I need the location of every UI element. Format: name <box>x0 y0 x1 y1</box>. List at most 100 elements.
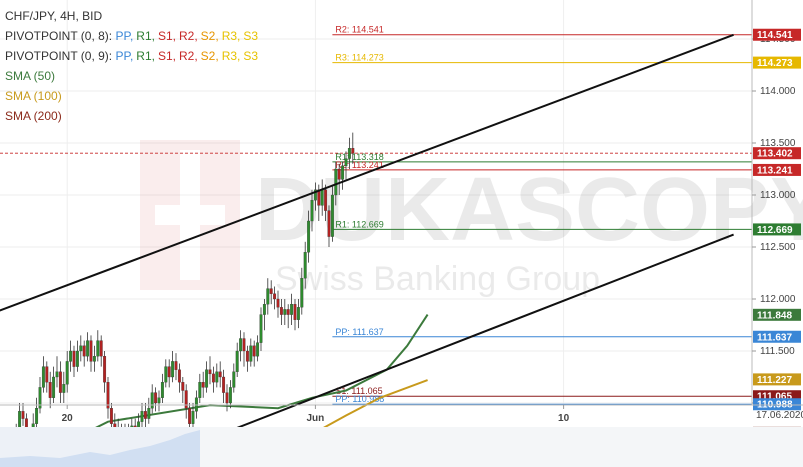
candle <box>62 371 66 403</box>
candle <box>35 397 39 429</box>
candle <box>228 380 232 409</box>
legend-pivot-9: PIVOTPOINT (0, 9): PP, R1, S1, R2, S2, R3, S3 <box>5 46 261 66</box>
level-label-r1b: R1: 113.318 <box>335 152 383 162</box>
time-axis: 20 Jun 10 17.06.2020 <box>0 404 803 424</box>
candle <box>283 299 287 325</box>
candle <box>313 182 317 211</box>
candle <box>201 371 205 398</box>
candle-body <box>211 373 215 383</box>
navigator-window[interactable] <box>0 427 200 467</box>
candle-body <box>143 411 147 419</box>
legend-sma-100: SMA (100) <box>5 89 62 103</box>
candle-body <box>154 392 158 404</box>
candle-body <box>310 200 314 222</box>
candle-body <box>344 158 348 167</box>
candle <box>79 335 83 362</box>
candle-body <box>174 361 178 370</box>
legend-pivot-8: PIVOTPOINT (0, 8): PP, R1, S1, R2, S2, R3, S3 <box>5 26 261 46</box>
candle <box>225 384 229 412</box>
candle-body <box>106 382 110 409</box>
candle <box>48 371 52 409</box>
candle-body <box>296 307 300 320</box>
candle <box>72 345 76 377</box>
candle-body <box>249 345 253 362</box>
candle <box>276 290 280 318</box>
candle-body <box>242 338 246 352</box>
candle <box>296 299 300 329</box>
candle-body <box>21 411 25 419</box>
candle-body <box>218 371 222 378</box>
watermark-subtext: Swiss Banking Group <box>275 260 600 298</box>
price-tag-r2b: 113.241 <box>753 163 801 176</box>
legend-sma-50: SMA (50) <box>5 69 56 83</box>
candle <box>242 332 246 367</box>
candle-body <box>324 189 328 211</box>
legend-key-r3: R3, <box>221 29 241 43</box>
price-tag-r2-text: 114.541 <box>757 30 793 41</box>
candle-body <box>48 382 52 398</box>
channel-upper-line <box>0 33 734 312</box>
candle-body <box>252 345 256 357</box>
candle-body <box>215 371 219 383</box>
candle-body <box>82 345 86 357</box>
legend-key-r2: R2, <box>178 49 198 63</box>
candle-body <box>41 366 45 388</box>
candle-body <box>259 314 263 343</box>
y-tick-label: 112.000 <box>760 294 796 305</box>
candle <box>232 363 236 393</box>
candle-body <box>330 194 334 237</box>
candle <box>269 280 273 305</box>
candle <box>58 361 62 403</box>
price-tag-r1-text: 112.669 <box>757 225 793 236</box>
candle-body <box>89 340 93 362</box>
price-tag-sma100: 111.227 <box>753 373 801 386</box>
price-tag-r2b-bg <box>753 163 801 176</box>
candle <box>157 390 161 412</box>
candle <box>279 299 283 325</box>
candle <box>52 366 56 403</box>
candle-body <box>283 309 287 315</box>
candle <box>174 353 178 381</box>
price-tag-s1-text: 111.065 <box>757 392 792 403</box>
legend-key-s3: S3 <box>243 29 259 43</box>
candle <box>330 184 334 242</box>
level-label-r3: R3: 114.273 <box>335 53 383 63</box>
level-label-r2: R2: 114.541 <box>335 25 383 35</box>
navigator[interactable] <box>0 427 803 467</box>
candle <box>337 163 341 195</box>
candle-body <box>92 356 96 362</box>
candle <box>177 363 181 393</box>
legend-pivot-9-label: PIVOTPOINT (0, 9): <box>5 49 113 63</box>
candle-body <box>55 371 59 378</box>
candle <box>300 267 304 315</box>
price-tag-sma50-text: 111.848 <box>757 310 792 321</box>
legend-key-s2: S2, <box>200 49 219 63</box>
candle <box>273 286 277 310</box>
candle <box>184 384 188 419</box>
candle-body <box>45 366 49 383</box>
candle <box>327 205 331 247</box>
price-tag-r3: 114.273 <box>753 56 801 69</box>
candle <box>65 351 69 393</box>
watermark-logo <box>140 140 240 290</box>
candle <box>86 332 90 362</box>
candle-body <box>58 371 62 393</box>
candle-body <box>147 408 151 419</box>
candle <box>171 351 175 383</box>
candle-body <box>75 350 79 367</box>
candle <box>208 356 212 385</box>
candle-body <box>171 361 175 378</box>
candle <box>303 241 307 289</box>
candle <box>181 377 185 403</box>
candle-body <box>160 382 164 398</box>
candle <box>45 361 49 393</box>
candle-body <box>317 189 321 206</box>
legend-key-pp: PP, <box>115 49 134 63</box>
candle-body <box>327 210 331 237</box>
legend-key-r1: R1, <box>136 29 155 43</box>
candle <box>249 338 253 367</box>
candle-body <box>320 189 324 206</box>
candle-body <box>286 309 290 315</box>
